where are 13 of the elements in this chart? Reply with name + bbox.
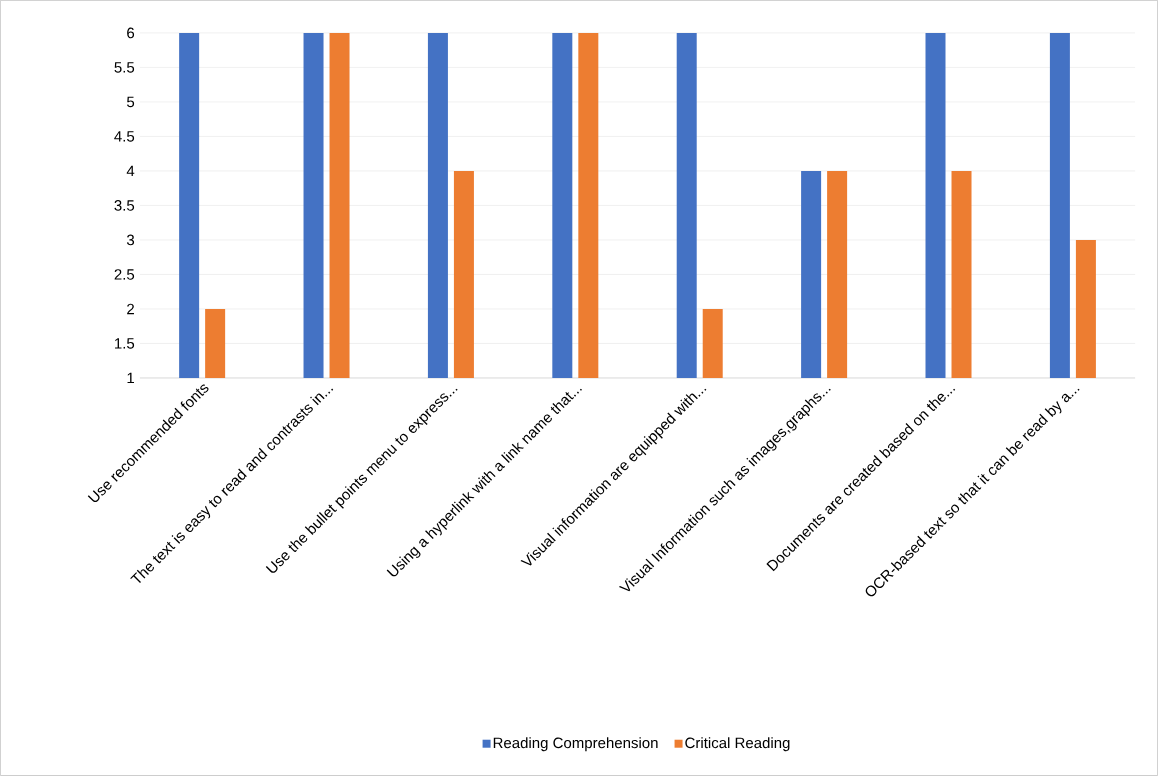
legend-label: Critical Reading xyxy=(685,737,790,752)
y-tick-label: 4 xyxy=(126,165,135,177)
y-tick-label: 1 xyxy=(127,372,134,384)
y-tick-label: 3 xyxy=(126,234,135,246)
legend-label: Reading Comprehension xyxy=(493,737,658,752)
y-tick-label: 5 xyxy=(126,96,135,108)
y-tick-label: 3.5 xyxy=(114,200,135,211)
y-tick-label: 6 xyxy=(127,27,135,39)
y-tick-label: 1.5 xyxy=(115,338,135,349)
y-tick-label: 2 xyxy=(127,303,134,315)
y-tick-label: 2.5 xyxy=(114,269,135,280)
y-tick-label: 4.5 xyxy=(114,131,135,142)
y-tick-label: 5.5 xyxy=(114,62,135,73)
